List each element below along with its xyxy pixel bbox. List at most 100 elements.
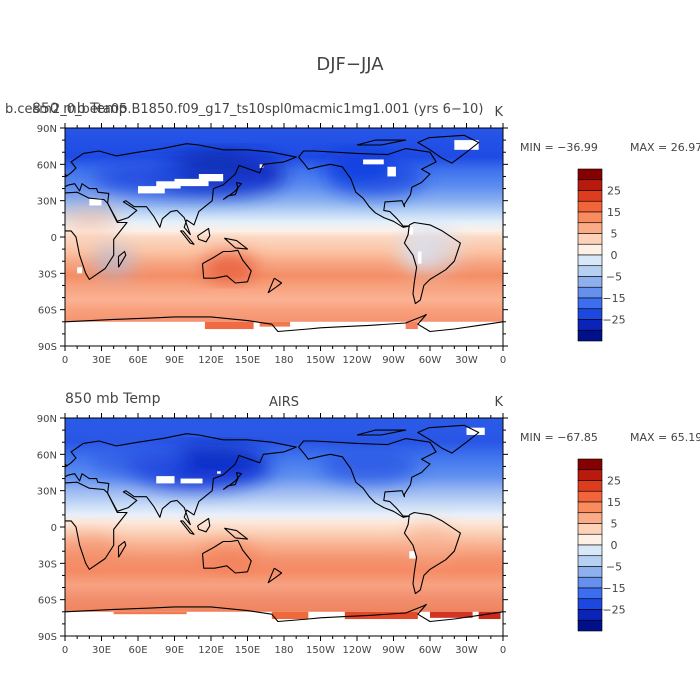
y-tick-label: 90N <box>37 124 57 135</box>
colorbar-swatch <box>577 501 603 514</box>
colorbar-label: −15 <box>602 292 625 305</box>
y-tick-label: 90N <box>37 414 57 425</box>
colorbar-label: 15 <box>607 206 621 219</box>
x-tick-label: 30W <box>455 355 478 366</box>
y-tick-label: 90S <box>38 632 57 643</box>
y-tick-label: 60N <box>37 160 57 171</box>
colorbar-swatch <box>577 490 603 503</box>
field-anomaly <box>200 542 259 572</box>
max-label: MAX = 26.97 <box>630 141 700 154</box>
antarctic-shelf <box>344 611 418 620</box>
colorbar: 25 15 5 0 −5 −15 −25 <box>577 168 626 342</box>
coastline <box>298 438 437 518</box>
x-tick-label: 180 <box>274 355 293 366</box>
missing-data <box>77 267 83 274</box>
temperature-field <box>65 418 503 636</box>
colorbar-swatch <box>577 566 603 578</box>
x-tick-label: 90E <box>165 355 184 366</box>
panel-title-units: K <box>494 395 503 410</box>
y-tick-label: 60N <box>37 450 57 461</box>
field-anomaly <box>405 522 455 561</box>
colorbar-swatch <box>577 587 603 600</box>
x-tick-label: 120E <box>198 645 223 656</box>
coastline <box>65 313 503 333</box>
missing-data <box>217 471 221 474</box>
colorbar-swatch <box>577 168 603 181</box>
missing-data <box>363 159 384 165</box>
coastline <box>267 567 283 584</box>
colorbar-label: −25 <box>602 314 625 327</box>
coastline <box>201 539 252 574</box>
colorbar-swatch <box>577 609 603 621</box>
colorbar-swatch <box>577 544 603 557</box>
colorbar-label: −25 <box>602 604 625 617</box>
coastlines <box>65 424 503 623</box>
colorbar-label: −5 <box>606 561 622 574</box>
coastline <box>197 517 211 533</box>
missing-data <box>156 181 181 189</box>
panel-title-variable: 850 mb Temp <box>32 101 128 117</box>
panel-model: b.cesm2_0_beta05.B1850.f09_g17_ts10spl0m… <box>5 101 700 366</box>
x-tick-label: 150E <box>235 645 260 656</box>
antarctic-shelf <box>478 611 501 620</box>
x-tick-label: 60E <box>128 645 147 656</box>
field-anomaly <box>174 444 260 469</box>
colorbar-swatch <box>577 200 603 213</box>
colorbar-swatch <box>577 319 603 331</box>
coastline <box>65 603 503 623</box>
colorbar-swatch <box>577 329 603 342</box>
y-tick-label: 30S <box>38 559 57 570</box>
field-anomaly <box>65 206 120 231</box>
x-tick-label: 0 <box>62 355 68 366</box>
antarctic-shelf <box>113 611 187 615</box>
coastline <box>403 221 461 305</box>
colorbar-label: 0 <box>611 539 618 552</box>
colorbar-swatch <box>577 523 603 535</box>
coastlines <box>65 134 503 333</box>
colorbar: 25 15 5 0 −5 −15 −25 <box>577 458 626 632</box>
colorbar-label: 25 <box>607 475 621 488</box>
colorbar-swatch <box>577 265 603 277</box>
field-anomaly <box>320 149 394 179</box>
colorbar-swatch <box>577 211 603 224</box>
colorbar-label: 0 <box>611 249 618 262</box>
coastline <box>267 277 283 294</box>
coastline <box>117 250 127 268</box>
field-anomaly <box>65 534 120 569</box>
coastline <box>403 511 461 595</box>
missing-data <box>180 478 203 484</box>
panel-title-units: K <box>494 105 503 120</box>
y-tick-label: 0 <box>51 233 57 244</box>
y-tick-label: 30N <box>37 487 57 498</box>
antarctic-shelf <box>271 611 309 620</box>
missing-data <box>156 476 175 484</box>
colorbar-swatch <box>577 533 603 546</box>
x-tick-label: 0 <box>500 355 506 366</box>
colorbar-swatch <box>577 480 603 492</box>
missing-data <box>409 227 413 235</box>
colorbar-swatch <box>577 469 603 481</box>
colorbar-swatch <box>577 576 603 589</box>
colorbar-swatch <box>577 233 603 245</box>
min-label: MIN = −67.85 <box>520 431 598 444</box>
coastline <box>224 527 249 540</box>
coastline <box>201 249 252 284</box>
y-tick-label: 30S <box>38 269 57 280</box>
colorbar-swatch <box>577 458 603 471</box>
coastline <box>417 424 480 454</box>
x-tick-label: 120W <box>343 645 372 656</box>
panel-title-center: AIRS <box>269 395 299 410</box>
coastline <box>197 227 211 243</box>
max-label: MAX = 65.19 <box>630 431 700 444</box>
figure-title: DJF−JJA <box>316 54 384 75</box>
x-tick-label: 180 <box>274 645 293 656</box>
coastline <box>222 181 242 200</box>
coastline <box>222 471 242 490</box>
colorbar-label: 5 <box>611 228 618 241</box>
colorbar-label: 25 <box>607 185 621 198</box>
antarctic-shelf <box>430 611 473 618</box>
y-tick-label: 90S <box>38 342 57 353</box>
coastline <box>65 191 128 280</box>
missing-data <box>138 186 165 194</box>
colorbar-swatch <box>577 254 603 267</box>
